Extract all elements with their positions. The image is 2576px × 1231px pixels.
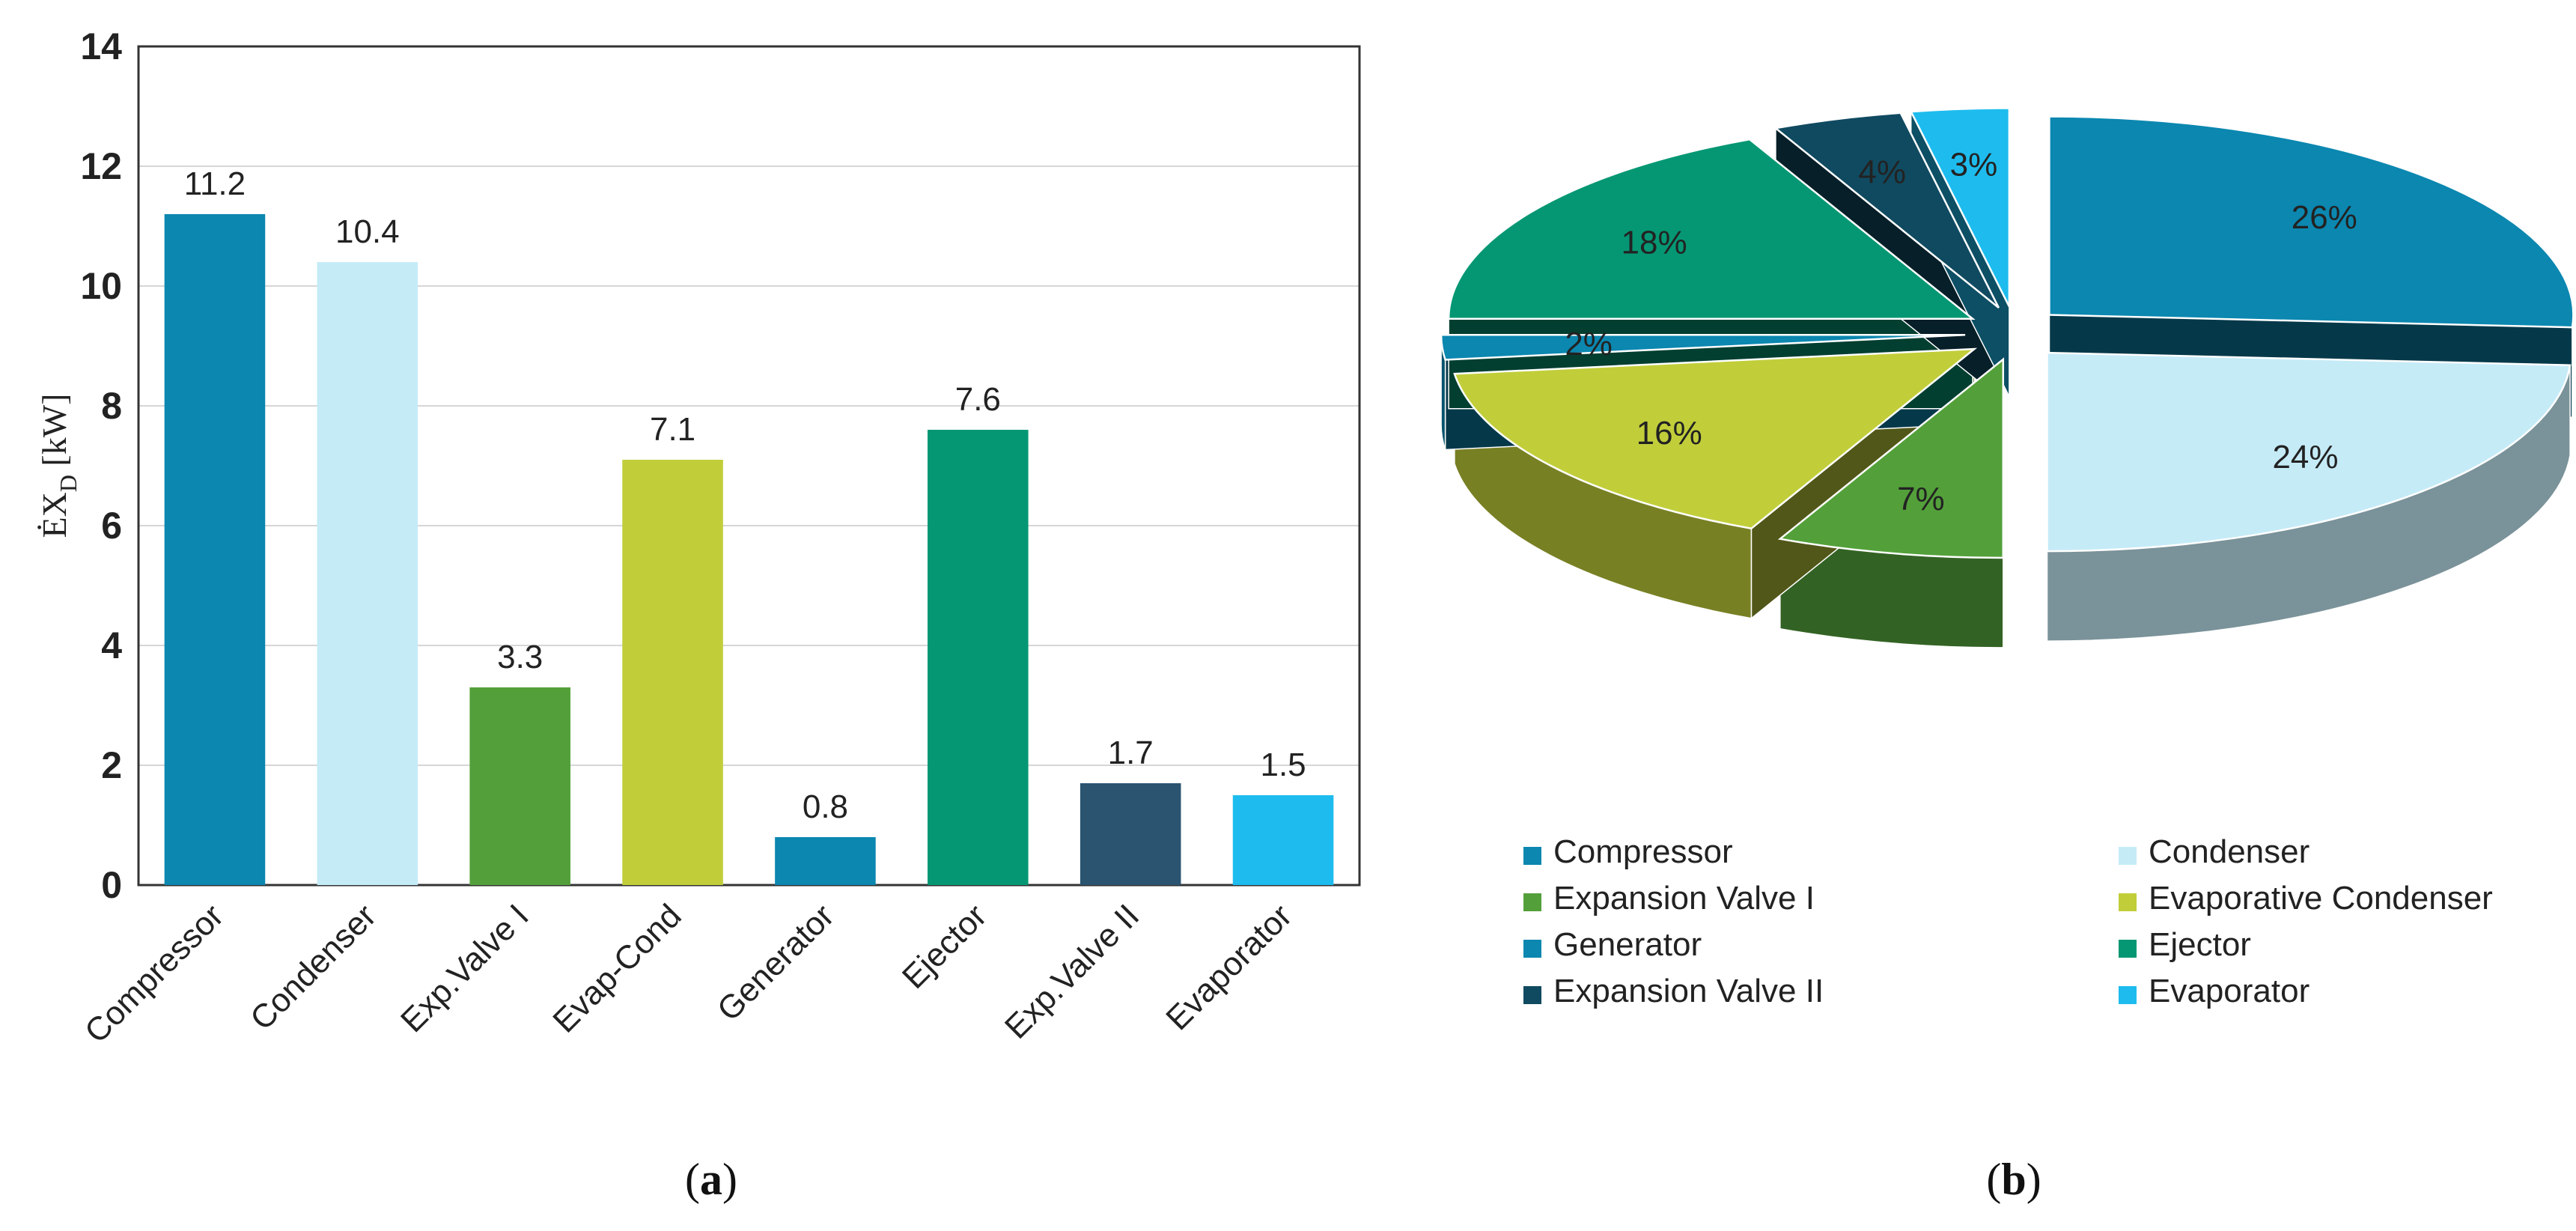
pie-side-compressor xyxy=(2572,314,2575,418)
bar-exp-valve-ii xyxy=(1080,783,1181,885)
legend-swatch xyxy=(2119,940,2137,958)
pie-slice-condenser xyxy=(2046,351,2572,553)
y-tick-label: 8 xyxy=(101,385,122,427)
legend-item-compressor: Compressor xyxy=(1523,833,1733,870)
pie-slice-evaporative-condenser xyxy=(1453,347,1978,530)
pie-label-expansion-valve-ii: 4% xyxy=(1858,154,1906,191)
data-label-compressor: 11.2 xyxy=(184,165,246,202)
legend-swatch xyxy=(1523,986,1541,1004)
y-tick-label: 14 xyxy=(80,25,122,67)
legend-swatch xyxy=(1523,940,1541,958)
legend-label: Ejector xyxy=(2149,926,2251,963)
legend-item-evaporator: Evaporator xyxy=(2119,973,2309,1009)
x-tick-label-exp-valve-i: Exp.Valve I xyxy=(394,897,536,1039)
pie-slice-expansion-valve-ii xyxy=(1773,112,2000,308)
bar-chart-bars xyxy=(164,214,1334,885)
legend-swatch xyxy=(2119,847,2137,865)
x-tick-label-exp-valve-ii: Exp.Valve II xyxy=(998,897,1146,1045)
bar-ejector xyxy=(928,430,1029,885)
legend-item-evaporative-condenser: Evaporative Condenser xyxy=(2119,880,2493,917)
pie-chart-slices xyxy=(1440,107,2575,559)
legend-label: Condenser xyxy=(2149,833,2309,870)
data-label-condenser: 10.4 xyxy=(335,213,400,250)
panel-label-b: (b) xyxy=(1986,1155,2041,1204)
y-tick-label: 2 xyxy=(101,744,122,786)
legend-item-condenser: Condenser xyxy=(2119,833,2309,870)
pie-slice-ejector xyxy=(1447,138,1976,320)
pie-slice-evaporator xyxy=(1909,107,2011,307)
bar-chart-data-labels: 11.2 10.4 3.3 7.1 0.8 7.6 1.7 1.5 xyxy=(184,165,1306,825)
data-label-generator: 0.8 xyxy=(803,788,848,825)
pie-label-evaporator: 3% xyxy=(1950,146,1998,183)
pie-label-condenser: 24% xyxy=(2272,439,2338,475)
legend-label: Generator xyxy=(1553,926,1702,963)
y-tick-label: 10 xyxy=(80,265,122,307)
data-label-exp-valve-ii: 1.7 xyxy=(1108,735,1154,771)
pie-slice-compressor xyxy=(2048,115,2575,329)
legend-label: Evaporator xyxy=(2149,973,2309,1009)
bar-compressor xyxy=(164,214,266,885)
legend-swatch xyxy=(1523,893,1541,911)
pie-chart-legend: Compressor Condenser Expansion Valve I Evap… xyxy=(1523,833,2493,1009)
y-tick-label: 4 xyxy=(101,624,122,666)
bar-chart-y-axis: 0 2 4 6 8 10 12 14 xyxy=(80,25,122,906)
data-label-exp-valve-i: 3.3 xyxy=(497,639,543,675)
bar-chart-plot-frame xyxy=(137,45,1361,887)
legend-item-generator: Generator xyxy=(1523,926,1702,963)
pie-chart-panel-b: 26% 24% 7% 16% 2% 18% 4% 3% Compressor Condenser… xyxy=(1440,107,2575,1204)
legend-swatch xyxy=(2119,893,2137,911)
bar-condenser xyxy=(317,262,418,885)
pie-slice-generator xyxy=(1440,333,1966,361)
data-label-evaporator: 1.5 xyxy=(1260,747,1306,783)
legend-swatch xyxy=(2119,986,2137,1004)
legend-label: Compressor xyxy=(1553,833,1733,870)
x-tick-label-condenser: Condenser xyxy=(243,897,383,1037)
legend-item-expansion-valve-i: Expansion Valve I xyxy=(1523,880,1815,917)
x-tick-label-evap-cond: Evap-Cond xyxy=(546,897,688,1039)
legend-swatch xyxy=(1523,847,1541,865)
legend-label: Evaporative Condenser xyxy=(2149,880,2493,917)
bar-exp-valve-i xyxy=(469,687,570,885)
bar-evaporator xyxy=(1232,795,1334,885)
pie-chart-percent-labels: 26% 24% 7% 16% 2% 18% 4% 3% xyxy=(1565,146,2357,517)
y-tick-label: 0 xyxy=(101,864,122,906)
bar-chart-panel-a: 0 2 4 6 8 10 12 14 11.2 10.4 3.3 7.1 0.8 7.6 1.7 1.5 C… xyxy=(35,25,1361,1204)
y-tick-label: 6 xyxy=(101,505,122,547)
pie-label-generator: 2% xyxy=(1565,326,1613,362)
legend-item-ejector: Ejector xyxy=(2119,926,2251,963)
data-label-evap-cond: 7.1 xyxy=(650,411,695,448)
pie-label-ejector: 18% xyxy=(1622,225,1687,261)
legend-label: Expansion Valve II xyxy=(1553,973,1824,1009)
x-tick-label-generator: Generator xyxy=(710,897,841,1028)
bar-evap-cond xyxy=(622,460,723,885)
pie-slice-expansion-valve-i xyxy=(1777,357,2005,559)
x-tick-label-compressor: Compressor xyxy=(78,897,231,1050)
bar-generator xyxy=(775,837,876,885)
x-tick-label-evaporator: Evaporator xyxy=(1159,897,1299,1037)
legend-item-expansion-valve-ii: Expansion Valve II xyxy=(1523,973,1824,1009)
bar-chart-y-axis-title: ĖXD [kW] xyxy=(35,394,82,538)
pie-label-expansion-valve-i: 7% xyxy=(1897,481,1945,517)
pie-label-compressor: 26% xyxy=(2292,199,2357,236)
panel-label-a: (a) xyxy=(685,1155,737,1204)
x-tick-label-ejector: Ejector xyxy=(895,897,993,995)
legend-label: Expansion Valve I xyxy=(1553,880,1815,917)
y-tick-label: 12 xyxy=(80,145,122,187)
data-label-ejector: 7.6 xyxy=(955,381,1001,418)
pie-label-evaporative-condenser: 16% xyxy=(1636,415,1702,452)
bar-chart-x-axis: Compressor Condenser Exp.Valve I Evap-Cond G… xyxy=(78,897,1299,1050)
